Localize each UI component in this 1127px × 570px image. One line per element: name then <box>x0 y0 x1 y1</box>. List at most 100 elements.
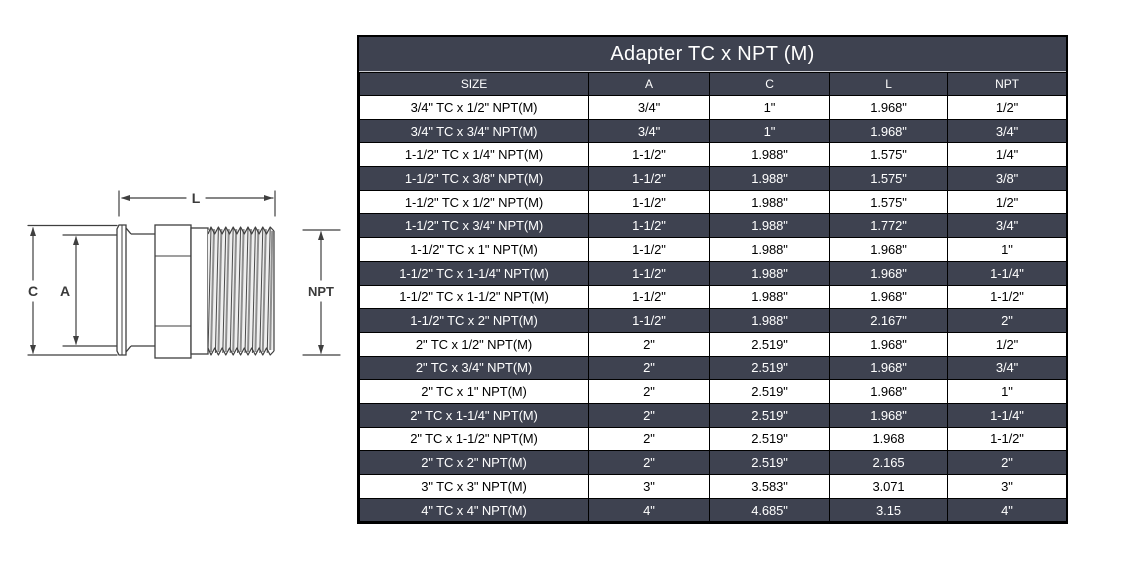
table-row: 2" TC x 3/4" NPT(M) 2" 2.519" 1.968" 3/4" <box>359 355 1067 381</box>
table-cell: 3" TC x 3" NPT(M) <box>359 474 589 499</box>
table-cell: 2" TC x 1-1/2" NPT(M) <box>359 426 589 452</box>
table-cell: 2" TC x 1-1/4" NPT(M) <box>359 402 589 428</box>
column-header-size: SIZE <box>359 72 589 96</box>
table-header-row: SIZE A C L NPT <box>359 72 1067 96</box>
table-row: 1-1/2" TC x 2" NPT(M) 1-1/2" 1.988" 2.167" 2… <box>359 308 1067 333</box>
table-cell: 2" <box>947 450 1067 475</box>
table-cell: 1.968" <box>829 237 948 262</box>
table-cell: 3" <box>947 474 1067 499</box>
table-cell: 1.968" <box>829 379 948 404</box>
dim-label-l: L <box>192 190 201 206</box>
table-cell: 2" <box>588 450 710 475</box>
table-cell: 4.685" <box>709 497 830 523</box>
body-section <box>154 224 192 359</box>
table-cell: 2" TC x 3/4" NPT(M) <box>359 355 589 381</box>
column-header-l: L <box>829 72 948 96</box>
table-cell: 2.519" <box>709 402 830 428</box>
table-cell: 2" <box>588 331 710 357</box>
table-cell: 1-1/2" TC x 1/4" NPT(M) <box>359 142 589 168</box>
table-row: 3/4" TC x 3/4" NPT(M) 3/4" 1" 1.968" 3/4" <box>359 118 1067 144</box>
l-arrow-right <box>264 195 273 201</box>
table-cell: 1-1/2" <box>588 189 710 215</box>
dim-label-c: C <box>28 283 38 299</box>
dim-label-a: A <box>60 283 70 299</box>
table-cell: 2.519" <box>709 450 830 475</box>
table-cell: 2.519" <box>709 379 830 404</box>
table-cell: 2.519" <box>709 331 830 357</box>
table-cell: 1" <box>709 95 830 120</box>
column-header-npt: NPT <box>947 72 1067 96</box>
table-row: 1-1/2" TC x 3/4" NPT(M) 1-1/2" 1.988" 1.772… <box>359 213 1067 239</box>
table-cell: 1-1/2" <box>588 260 710 286</box>
table-cell: 1-1/2" <box>588 237 710 262</box>
table-cell: 3.071 <box>829 474 948 499</box>
table-cell: 3" <box>588 474 710 499</box>
table-cell: 1.968" <box>829 284 948 310</box>
table-cell: 4" <box>947 497 1067 523</box>
table-cell: 3/4" <box>588 118 710 144</box>
table-cell: 2" TC x 1/2" NPT(M) <box>359 331 589 357</box>
table-cell: 1-1/2" <box>588 213 710 239</box>
table-cell: 3/4" <box>947 355 1067 381</box>
table-cell: 1-1/2" TC x 3/8" NPT(M) <box>359 166 589 191</box>
table-cell: 1.988" <box>709 189 830 215</box>
table-cell: 2" <box>588 379 710 404</box>
table-cell: 1-1/2" <box>588 142 710 168</box>
table-row: 1-1/2" TC x 1/4" NPT(M) 1-1/2" 1.988" 1.575… <box>359 142 1067 168</box>
table-cell: 1.968" <box>829 95 948 120</box>
table-cell: 3/4" TC x 1/2" NPT(M) <box>359 95 589 120</box>
table-cell: 1" <box>947 379 1067 404</box>
table-cell: 1" <box>709 118 830 144</box>
npt-arrow-up <box>318 231 324 240</box>
table-row: 2" TC x 1/2" NPT(M) 2" 2.519" 1.968" 1/2" <box>359 331 1067 357</box>
column-header-a: A <box>588 72 710 96</box>
l-arrow-left <box>121 195 130 201</box>
table-cell: 1.575" <box>829 189 948 215</box>
table-cell: 3/4" <box>947 118 1067 144</box>
spec-table: SIZE A C L NPT 3/4" TC x 1/2" NPT(M) 3/4"… <box>359 72 1067 523</box>
table-row: 1-1/2" TC x 1" NPT(M) 1-1/2" 1.988" 1.968" 1… <box>359 237 1067 262</box>
table-cell: 3.15 <box>829 497 948 523</box>
table-cell: 1.575" <box>829 142 948 168</box>
table-cell: 1.988" <box>709 166 830 191</box>
table-cell: 2" <box>588 355 710 381</box>
table-row: 1-1/2" TC x 1-1/4" NPT(M) 1-1/2" 1.988" 1.9… <box>359 260 1067 286</box>
table-cell: 1-1/2" <box>947 284 1067 310</box>
table-cell: 2" TC x 1" NPT(M) <box>359 379 589 404</box>
table-title: Adapter TC x NPT (M) <box>359 37 1066 72</box>
table-cell: 2.167" <box>829 308 948 333</box>
table-cell: 1.988" <box>709 237 830 262</box>
table-cell: 1.772" <box>829 213 948 239</box>
dim-label-npt: NPT <box>308 284 334 299</box>
table-cell: 2" <box>588 402 710 428</box>
table-cell: 1-1/2" TC x 1/2" NPT(M) <box>359 189 589 215</box>
table-row: 1-1/2" TC x 1-1/2" NPT(M) 1-1/2" 1.988" 1.9… <box>359 284 1067 310</box>
table-cell: 1-1/2" TC x 1" NPT(M) <box>359 237 589 262</box>
table-row: 2" TC x 1-1/2" NPT(M) 2" 2.519" 1.968 1-1/2" <box>359 426 1067 452</box>
table-cell: 1-1/2" <box>588 284 710 310</box>
table-cell: 1-1/4" <box>947 402 1067 428</box>
table-cell: 1.988" <box>709 284 830 310</box>
table-cell: 4" <box>588 497 710 523</box>
column-header-c: C <box>709 72 830 96</box>
table-cell: 1-1/4" <box>947 260 1067 286</box>
table-cell: 1.968 <box>829 426 948 452</box>
table-row: 2" TC x 1-1/4" NPT(M) 2" 2.519" 1.968" 1-1/4… <box>359 402 1067 428</box>
table-row: 2" TC x 2" NPT(M) 2" 2.519" 2.165 2" <box>359 450 1067 475</box>
table-cell: 1.968" <box>829 331 948 357</box>
table-cell: 1-1/2" <box>947 426 1067 452</box>
table-cell: 1.988" <box>709 260 830 286</box>
table-cell: 1.575" <box>829 166 948 191</box>
table-cell: 1.968" <box>829 260 948 286</box>
a-arrow-down <box>73 336 79 345</box>
table-row: 1-1/2" TC x 1/2" NPT(M) 1-1/2" 1.988" 1.575… <box>359 189 1067 215</box>
table-cell: 1.988" <box>709 213 830 239</box>
table-cell: 3/4" <box>588 95 710 120</box>
table-cell: 3.583" <box>709 474 830 499</box>
table-cell: 1-1/2" TC x 1-1/4" NPT(M) <box>359 260 589 286</box>
table-cell: 1-1/2" TC x 2" NPT(M) <box>359 308 589 333</box>
table-cell: 1/2" <box>947 95 1067 120</box>
c-arrow-down <box>30 345 36 354</box>
table-cell: 3/4" <box>947 213 1067 239</box>
